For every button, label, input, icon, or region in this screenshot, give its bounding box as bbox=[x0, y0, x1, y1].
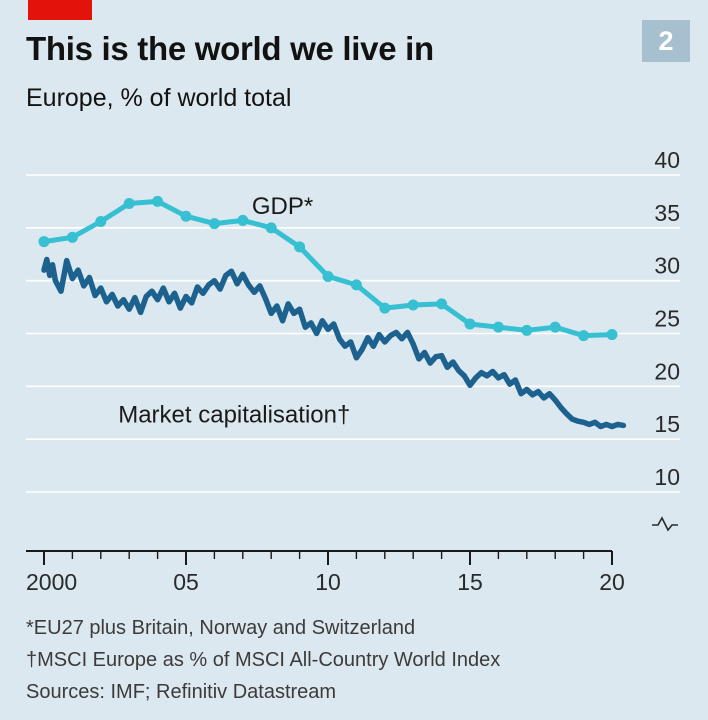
x-tick-label: 05 bbox=[173, 569, 199, 595]
y-tick-label: 20 bbox=[654, 358, 680, 384]
series-labels: GDP* Market capitalisation† bbox=[118, 193, 350, 428]
chart-title: This is the world we live in bbox=[26, 30, 434, 67]
gdp-series-label: GDP* bbox=[252, 193, 313, 220]
gdp-point bbox=[578, 330, 590, 342]
footnotes: *EU27 plus Britain, Norway and Switzerla… bbox=[26, 612, 500, 708]
gdp-point bbox=[237, 214, 249, 226]
y-tick-label: 25 bbox=[654, 306, 680, 332]
market-cap-line bbox=[41, 256, 627, 430]
gdp-point bbox=[66, 231, 78, 243]
gdp-point bbox=[123, 198, 135, 210]
gdp-point bbox=[180, 210, 192, 222]
x-axis: 2000 05 10 15 20 bbox=[26, 550, 625, 595]
series-layer bbox=[38, 195, 627, 430]
chart-number-badge: 2 bbox=[642, 20, 690, 62]
y-axis-ticks: 10 15 20 25 30 35 40 bbox=[652, 147, 680, 532]
gdp-point bbox=[436, 298, 448, 310]
gdp-point bbox=[350, 279, 362, 291]
gdp-point bbox=[294, 241, 306, 253]
gdp-point bbox=[38, 236, 50, 248]
gdp-point bbox=[407, 299, 419, 311]
gdp-point bbox=[521, 324, 533, 336]
gdp-point bbox=[265, 222, 277, 234]
footnote-market-cap: †MSCI Europe as % of MSCI All-Country Wo… bbox=[26, 649, 501, 671]
gdp-point bbox=[322, 270, 334, 282]
x-tick-label: 2000 bbox=[26, 569, 77, 595]
y-tick-label: 30 bbox=[654, 253, 680, 279]
y-tick-label: 40 bbox=[654, 147, 680, 173]
axis-break-icon bbox=[652, 516, 678, 532]
gdp-point bbox=[379, 302, 391, 314]
gridlines bbox=[26, 174, 680, 493]
chart-subtitle: Europe, % of world total bbox=[26, 84, 292, 112]
x-tick-label: 20 bbox=[599, 569, 625, 595]
market-cap-series-label: Market capitalisation† bbox=[118, 401, 350, 428]
brand-red-tab bbox=[28, 0, 92, 20]
gdp-point bbox=[464, 318, 476, 330]
footnote-gdp: *EU27 plus Britain, Norway and Switzerla… bbox=[26, 617, 416, 639]
gdp-point bbox=[492, 321, 504, 333]
gdp-line bbox=[41, 198, 615, 339]
y-tick-label: 15 bbox=[654, 411, 680, 437]
y-tick-label: 35 bbox=[654, 200, 680, 226]
gdp-point bbox=[549, 321, 561, 333]
gdp-point bbox=[606, 329, 618, 341]
y-tick-label: 10 bbox=[654, 464, 680, 490]
gdp-point bbox=[208, 218, 220, 230]
x-tick-label: 15 bbox=[457, 569, 483, 595]
x-tick-label: 10 bbox=[315, 569, 341, 595]
gdp-point bbox=[152, 195, 164, 207]
footnote-sources: Sources: IMF; Refinitiv Datastream bbox=[26, 681, 337, 703]
gdp-point bbox=[95, 215, 107, 227]
